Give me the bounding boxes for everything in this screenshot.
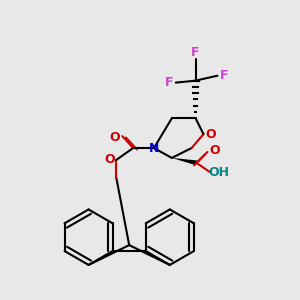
Text: F: F bbox=[191, 46, 200, 59]
Text: F: F bbox=[220, 69, 229, 82]
Text: O: O bbox=[209, 145, 220, 158]
Text: F: F bbox=[165, 76, 173, 89]
Text: N: N bbox=[149, 142, 159, 154]
Text: OH: OH bbox=[209, 166, 230, 179]
Text: O: O bbox=[104, 153, 115, 167]
Polygon shape bbox=[172, 158, 197, 165]
Text: O: O bbox=[205, 128, 216, 141]
Text: O: O bbox=[109, 130, 120, 144]
